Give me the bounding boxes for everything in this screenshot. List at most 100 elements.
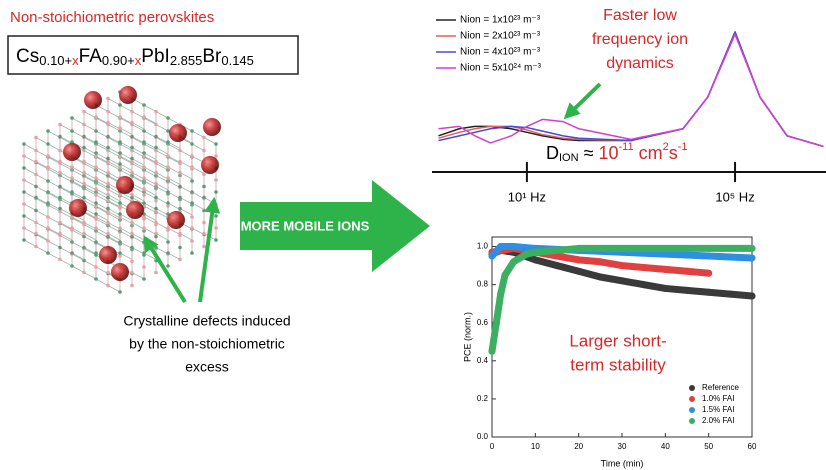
lattice-atom	[130, 135, 134, 139]
lattice-atom	[94, 251, 98, 255]
lattice-atom	[178, 232, 182, 236]
lattice-atom	[46, 165, 50, 169]
lattice-bond	[132, 177, 144, 184]
lattice-bond	[120, 253, 132, 260]
lattice-bond	[36, 163, 48, 170]
data-point	[749, 254, 756, 261]
lattice-bond	[108, 112, 120, 119]
lattice-bond	[156, 184, 168, 191]
lattice-atom	[34, 232, 38, 236]
lattice-bond	[96, 189, 108, 196]
lattice-atom	[70, 176, 74, 180]
lattice-atom	[178, 196, 182, 200]
lattice-bond	[60, 188, 72, 195]
lattice-atom	[82, 246, 86, 250]
data-point	[705, 289, 712, 296]
data-point	[619, 262, 626, 269]
legend-label: Nion = 2x10²³ m⁻³	[460, 31, 541, 42]
lattice-bond	[48, 156, 60, 163]
lattice-bond	[144, 167, 156, 174]
lattice-bond	[132, 234, 144, 241]
legend-swatch	[689, 418, 695, 424]
legend-label: Nion = 5x10²⁴ m⁻³	[460, 63, 542, 74]
data-point	[597, 258, 604, 265]
lattice-atom	[166, 264, 170, 268]
lattice-atom	[154, 110, 158, 114]
lattice-bond	[144, 157, 156, 164]
lattice-atom	[22, 154, 26, 158]
note-line: Crystalline defects induced	[123, 313, 290, 329]
lattice-bond	[180, 173, 192, 180]
lattice-atom	[106, 193, 110, 197]
lattice-bond	[84, 261, 96, 268]
lattice-atom	[130, 271, 134, 275]
lattice-bond	[132, 112, 144, 119]
lattice-atom	[58, 171, 62, 175]
lattice-bond	[60, 138, 72, 145]
lattice-bond	[108, 234, 120, 241]
legend-label: 1.5% FAI	[702, 405, 734, 414]
arrow-label: MORE MOBILE IONS	[241, 218, 370, 233]
data-point	[493, 319, 500, 326]
lattice-bond	[36, 247, 48, 254]
lattice-bond	[36, 234, 48, 241]
defect-sphere	[167, 211, 185, 229]
lattice-bond	[24, 144, 36, 151]
defect-sphere	[126, 201, 144, 219]
lattice-atom	[190, 190, 194, 194]
lattice-atom	[154, 221, 158, 225]
lattice-bond	[168, 228, 180, 235]
y-tick-label: 0.4	[477, 356, 489, 365]
lattice-atom	[118, 151, 122, 155]
lattice-atom	[142, 251, 146, 255]
annotation: frequency ion	[592, 31, 688, 48]
lattice-bond	[96, 170, 108, 177]
lattice-bond	[144, 178, 156, 185]
lattice-bond	[168, 118, 180, 125]
lattice-bond	[120, 157, 132, 164]
lattice-atom	[202, 149, 206, 153]
lattice-bond	[156, 137, 168, 144]
lattice-atom	[130, 221, 134, 225]
data-point	[554, 247, 561, 254]
lattice-atom	[82, 123, 86, 127]
lattice	[22, 86, 221, 294]
d-ion: DION ≈ 10-11 cm2s-1	[546, 141, 687, 164]
lattice-atom	[214, 238, 218, 242]
lattice-atom	[82, 271, 86, 275]
data-point	[554, 262, 561, 269]
lattice-atom	[22, 238, 26, 242]
lattice-atom	[70, 165, 74, 169]
lattice-bond	[36, 199, 48, 206]
lattice-bond	[144, 118, 156, 125]
lattice-atom	[130, 193, 134, 197]
lattice-atom	[130, 171, 134, 175]
lattice-bond	[156, 125, 168, 132]
lattice-atom	[46, 190, 50, 194]
graphical-abstract: Non-stoichiometric perovskites Cs0.10+xF…	[0, 0, 826, 470]
lattice-atom	[22, 214, 26, 218]
lattice-atom	[34, 209, 38, 213]
lattice-atom	[190, 165, 194, 169]
lattice-atom	[166, 190, 170, 194]
lattice-atom	[214, 142, 218, 146]
lattice-bond	[132, 195, 144, 202]
lattice-atom	[58, 135, 62, 139]
lattice-bond	[156, 112, 168, 119]
lattice-bond	[96, 206, 108, 213]
lattice-bond	[60, 187, 72, 194]
lattice-atom	[142, 140, 146, 144]
lattice-atom	[22, 142, 26, 146]
lattice-atom	[34, 221, 38, 225]
lattice-bond	[72, 170, 84, 177]
lattice-atom	[70, 251, 74, 255]
legend-label: Nion = 1x10²³ m⁻³	[460, 15, 541, 26]
lattice-bond	[144, 131, 156, 138]
lattice-bond	[60, 173, 72, 180]
lattice-bond	[84, 237, 96, 244]
lattice-bond	[24, 156, 36, 163]
lattice-bond	[96, 117, 108, 124]
lattice-atom	[130, 110, 134, 114]
data-point	[489, 348, 496, 355]
lattice-bond	[72, 217, 84, 224]
